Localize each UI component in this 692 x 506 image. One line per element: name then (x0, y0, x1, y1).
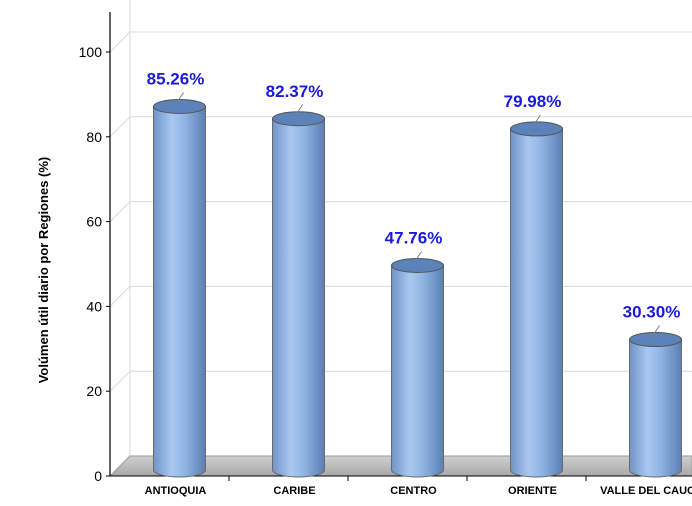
bar-cap (391, 257, 444, 273)
bar-centro (391, 257, 444, 478)
gridline-side (109, 286, 131, 307)
x-tick-label: ANTIOQUIA (145, 485, 207, 497)
data-label-leader (175, 92, 184, 105)
bar-antioquia (153, 98, 206, 478)
bars (153, 98, 682, 478)
y-tick-label: 60 (86, 214, 102, 230)
bar-cap (629, 332, 682, 348)
y-tick-label: 100 (79, 44, 103, 60)
y-tick-label: 0 (94, 468, 102, 484)
x-tick-label: CENTRO (390, 485, 437, 497)
bar (272, 118, 325, 478)
gridline-side (109, 201, 131, 222)
axes: 0 20 40 60 80 100 (79, 12, 692, 484)
data-label-leader (413, 251, 422, 264)
bar-cap (272, 111, 325, 127)
bar (391, 264, 444, 478)
bar-caribe (272, 111, 325, 478)
data-label-leader (532, 114, 541, 128)
y-axis-title: Volúmen útil diario por Regiones (%) (36, 157, 51, 384)
bar-valle-del-cauca (629, 332, 682, 478)
x-tick-label: CARIBE (273, 485, 315, 497)
data-label-leader (294, 104, 303, 118)
x-tick-label: ORIENTE (508, 485, 557, 497)
data-label: 85.26% (147, 69, 205, 88)
data-label: 82.37% (266, 82, 324, 101)
data-label: 47.76% (385, 228, 443, 247)
data-label-leader (651, 325, 660, 338)
x-tick-label: VALLE DEL CAUCA (600, 485, 692, 497)
data-label: 30.30% (623, 303, 681, 322)
bar-cap (510, 121, 563, 137)
gridline-side (109, 370, 131, 392)
bar (153, 105, 206, 478)
bar (629, 339, 682, 478)
y-tick-label: 20 (86, 383, 102, 399)
bar (510, 128, 563, 478)
bar-cap (153, 98, 206, 114)
bar-oriente (510, 121, 563, 478)
labels: 85.26% ANTIOQUIA 82.37% CARIBE 47.76% CENTRO 7… (145, 69, 692, 497)
y-tick-label: 40 (86, 298, 102, 314)
data-label: 79.98% (504, 92, 562, 111)
gridline-side (109, 31, 131, 53)
y-tick-label: 80 (86, 129, 102, 145)
gridline-side (109, 116, 131, 138)
